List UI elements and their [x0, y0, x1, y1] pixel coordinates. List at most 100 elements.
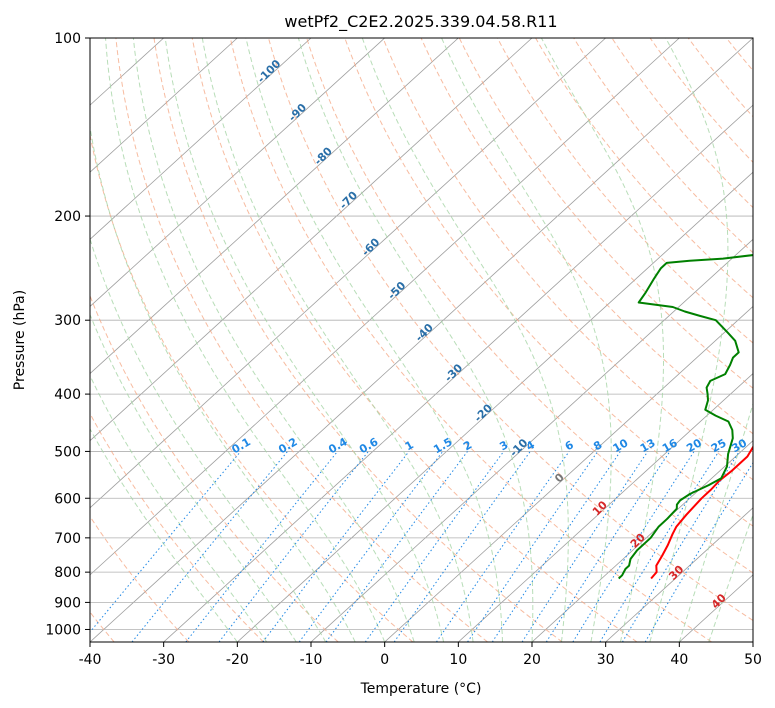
- x-tick-label: 30: [597, 652, 615, 668]
- x-tick-label: 10: [449, 652, 467, 668]
- dry-adiabat-line: [344, 38, 753, 527]
- dry-adiabat-label: -20: [472, 401, 495, 424]
- dry-adiabat-line: [535, 38, 753, 299]
- dry-adiabat-label: -80: [312, 144, 335, 167]
- dry-adiabat-line: [306, 38, 753, 574]
- isotherm-line: [605, 507, 753, 642]
- dewpoint-profile-line: [618, 254, 753, 580]
- mixing-ratio-label: 0.1: [229, 435, 252, 456]
- dry-adiabat-label: -90: [286, 101, 309, 124]
- isotherm-line: [163, 104, 753, 642]
- moist-adiabat-line: [245, 38, 503, 642]
- y-tick-label: 500: [54, 444, 81, 460]
- x-tick-label: 40: [670, 652, 688, 668]
- dry-adiabat-label: 40: [709, 591, 729, 611]
- isotherm-line: [90, 38, 238, 173]
- dry-adiabat-line: [458, 38, 753, 389]
- dry-adiabat-label: -50: [385, 279, 408, 302]
- x-tick-label: 50: [744, 652, 762, 668]
- mixing-ratio-label: 25: [709, 436, 729, 455]
- mixing-ratio-label: 0.4: [326, 435, 350, 456]
- y-tick-label: 400: [54, 387, 81, 403]
- isotherm-line: [458, 373, 753, 642]
- y-tick-label: 800: [54, 565, 81, 581]
- moist-adiabat-line: [708, 513, 753, 642]
- moist-adiabat-line: [90, 237, 327, 642]
- y-tick-label: 200: [54, 209, 81, 225]
- mixing-ratio-label: 20: [684, 436, 704, 455]
- mixing-ratio-line: [621, 451, 740, 642]
- temperature-profile-line: [650, 445, 753, 580]
- moist-adiabat-line: [540, 38, 664, 642]
- moist-adiabat-line: [90, 374, 268, 642]
- dry-adiabat-line: [229, 38, 712, 642]
- mixing-ratio-label: 10: [611, 436, 631, 455]
- dry-adiabat-label: -70: [337, 189, 360, 212]
- dry-adiabat-line: [687, 38, 753, 118]
- dry-adiabat-line: [420, 38, 753, 435]
- background-lines: [90, 38, 753, 642]
- dry-adiabat-label: -100: [255, 57, 284, 86]
- mixing-ratio-label: 0.2: [276, 435, 299, 456]
- mixing-ratio-line: [325, 451, 468, 642]
- dry-adiabat-line: [90, 515, 190, 642]
- mixing-ratio-line: [393, 451, 531, 642]
- isotherm-line: [90, 38, 680, 576]
- isotherm-line: [90, 38, 312, 240]
- isotherm-line: [90, 38, 753, 642]
- mixing-ratio-line: [435, 451, 570, 642]
- x-tick-label: 20: [523, 652, 541, 668]
- dry-adiabat-line: [90, 294, 339, 642]
- dry-adiabat-label: -60: [359, 235, 382, 258]
- mixing-ratio-line: [90, 451, 242, 633]
- isotherm-line: [90, 38, 606, 509]
- mixing-ratio-line: [545, 451, 671, 642]
- x-tick-label: -20: [226, 652, 249, 668]
- mixing-ratio-line: [467, 451, 599, 642]
- axes: -40 -30 -20 -10 0 10 20 30 40 5010020030040050060…: [45, 31, 762, 668]
- mixing-ratio-line: [599, 451, 720, 642]
- dry-adiabat-line: [191, 38, 638, 642]
- moist-adiabat-line: [90, 124, 356, 642]
- y-axis-label: Pressure (hPa): [12, 290, 28, 390]
- dry-adiabat-line: [382, 38, 753, 481]
- plot-frame: [89, 37, 754, 643]
- dry-adiabat-line: [496, 38, 753, 344]
- series-layer: [618, 254, 753, 580]
- dry-adiabat-line: [268, 38, 753, 622]
- chart-title: wetPf2_C2E2.2025.339.04.58.R11: [284, 12, 557, 32]
- isotherm-line: [384, 305, 753, 642]
- dry-adiabat-label: -30: [442, 361, 465, 384]
- y-tick-label: 1000: [45, 622, 81, 638]
- isotherm-line: [531, 440, 753, 642]
- x-tick-label: 0: [380, 652, 389, 668]
- dry-adiabat-line: [115, 38, 488, 642]
- y-tick-label: 700: [54, 531, 81, 547]
- isotherm-line: [237, 171, 753, 642]
- mixing-ratio-label: 1.5: [431, 435, 454, 456]
- dry-adiabat-line: [649, 38, 753, 164]
- isotherm-line: [90, 38, 533, 442]
- moist-adiabat-line: [649, 38, 729, 642]
- y-tick-label: 900: [54, 595, 81, 611]
- dry-adiabat-line: [90, 412, 264, 642]
- y-tick-label: 300: [54, 313, 81, 329]
- y-tick-label: 600: [54, 491, 81, 507]
- mixing-ratio-label: 13: [638, 436, 658, 455]
- mixing-ratio-line: [131, 451, 288, 642]
- moist-adiabat-line: [678, 402, 753, 642]
- moist-adiabat-line: [132, 38, 415, 642]
- mixing-ratio-line: [262, 451, 410, 642]
- mixing-ratio-line: [644, 461, 753, 642]
- x-axis-label: Temperature (°C): [360, 681, 482, 697]
- x-tick-label: -40: [79, 652, 102, 668]
- moist-adiabat-line: [90, 427, 238, 642]
- mixing-ratio-line: [364, 451, 505, 642]
- x-tick-label: -30: [152, 652, 175, 668]
- dry-adiabat-label: 20: [628, 531, 648, 551]
- y-tick-label: 100: [54, 31, 81, 47]
- dry-adiabat-line: [573, 38, 753, 254]
- dry-adiabat-label: 10: [590, 498, 610, 518]
- moist-adiabat-line: [90, 313, 297, 642]
